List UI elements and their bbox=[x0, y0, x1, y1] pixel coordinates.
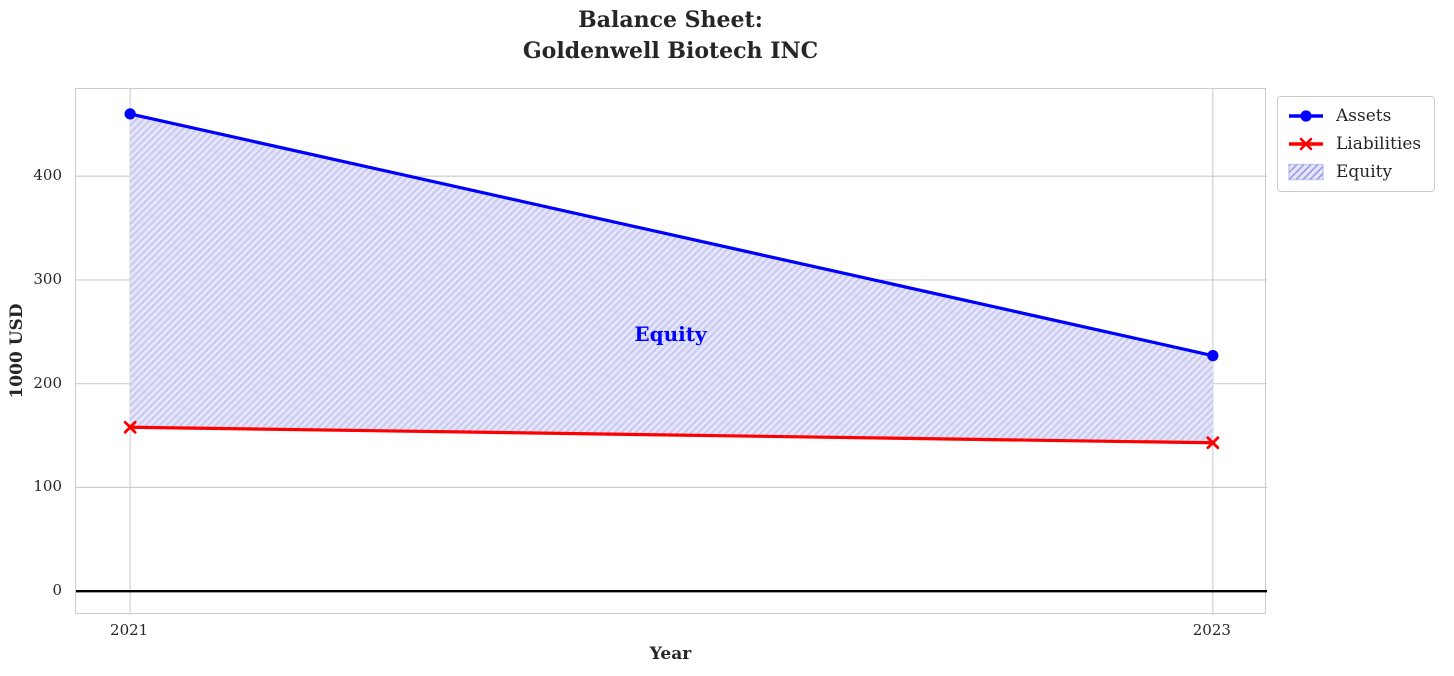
plot-area bbox=[75, 88, 1267, 615]
x-tick-label: 2021 bbox=[110, 621, 149, 639]
legend-label: Assets bbox=[1336, 106, 1392, 126]
legend-label: Equity bbox=[1336, 162, 1393, 182]
chart-canvas bbox=[76, 89, 1267, 615]
y-tick-label: 200 bbox=[33, 373, 62, 392]
y-tick-label: 400 bbox=[33, 166, 62, 185]
y-tick-label: 300 bbox=[33, 269, 62, 288]
chart-title: Balance Sheet: Goldenwell Biotech INC bbox=[75, 5, 1266, 67]
legend: Assets Liabilities Equity bbox=[1277, 96, 1436, 192]
legend-item-liabilities: Liabilities bbox=[1286, 132, 1421, 156]
y-tick-label: 100 bbox=[33, 477, 62, 496]
equity-area-label: Equity bbox=[634, 321, 707, 346]
x-tick-label: 2023 bbox=[1192, 621, 1231, 639]
legend-item-equity: Equity bbox=[1286, 160, 1421, 184]
line-x-icon bbox=[1289, 137, 1323, 151]
chart-title-line2: Goldenwell Biotech INC bbox=[522, 38, 819, 64]
chart-title-line1: Balance Sheet: bbox=[578, 7, 763, 33]
line-circle-icon bbox=[1289, 110, 1323, 122]
x-axis-title: Year bbox=[649, 644, 692, 664]
legend-label: Liabilities bbox=[1336, 134, 1422, 154]
hatch-patch-icon bbox=[1288, 163, 1324, 181]
y-tick-label: 0 bbox=[52, 581, 62, 600]
legend-item-assets: Assets bbox=[1286, 104, 1421, 128]
